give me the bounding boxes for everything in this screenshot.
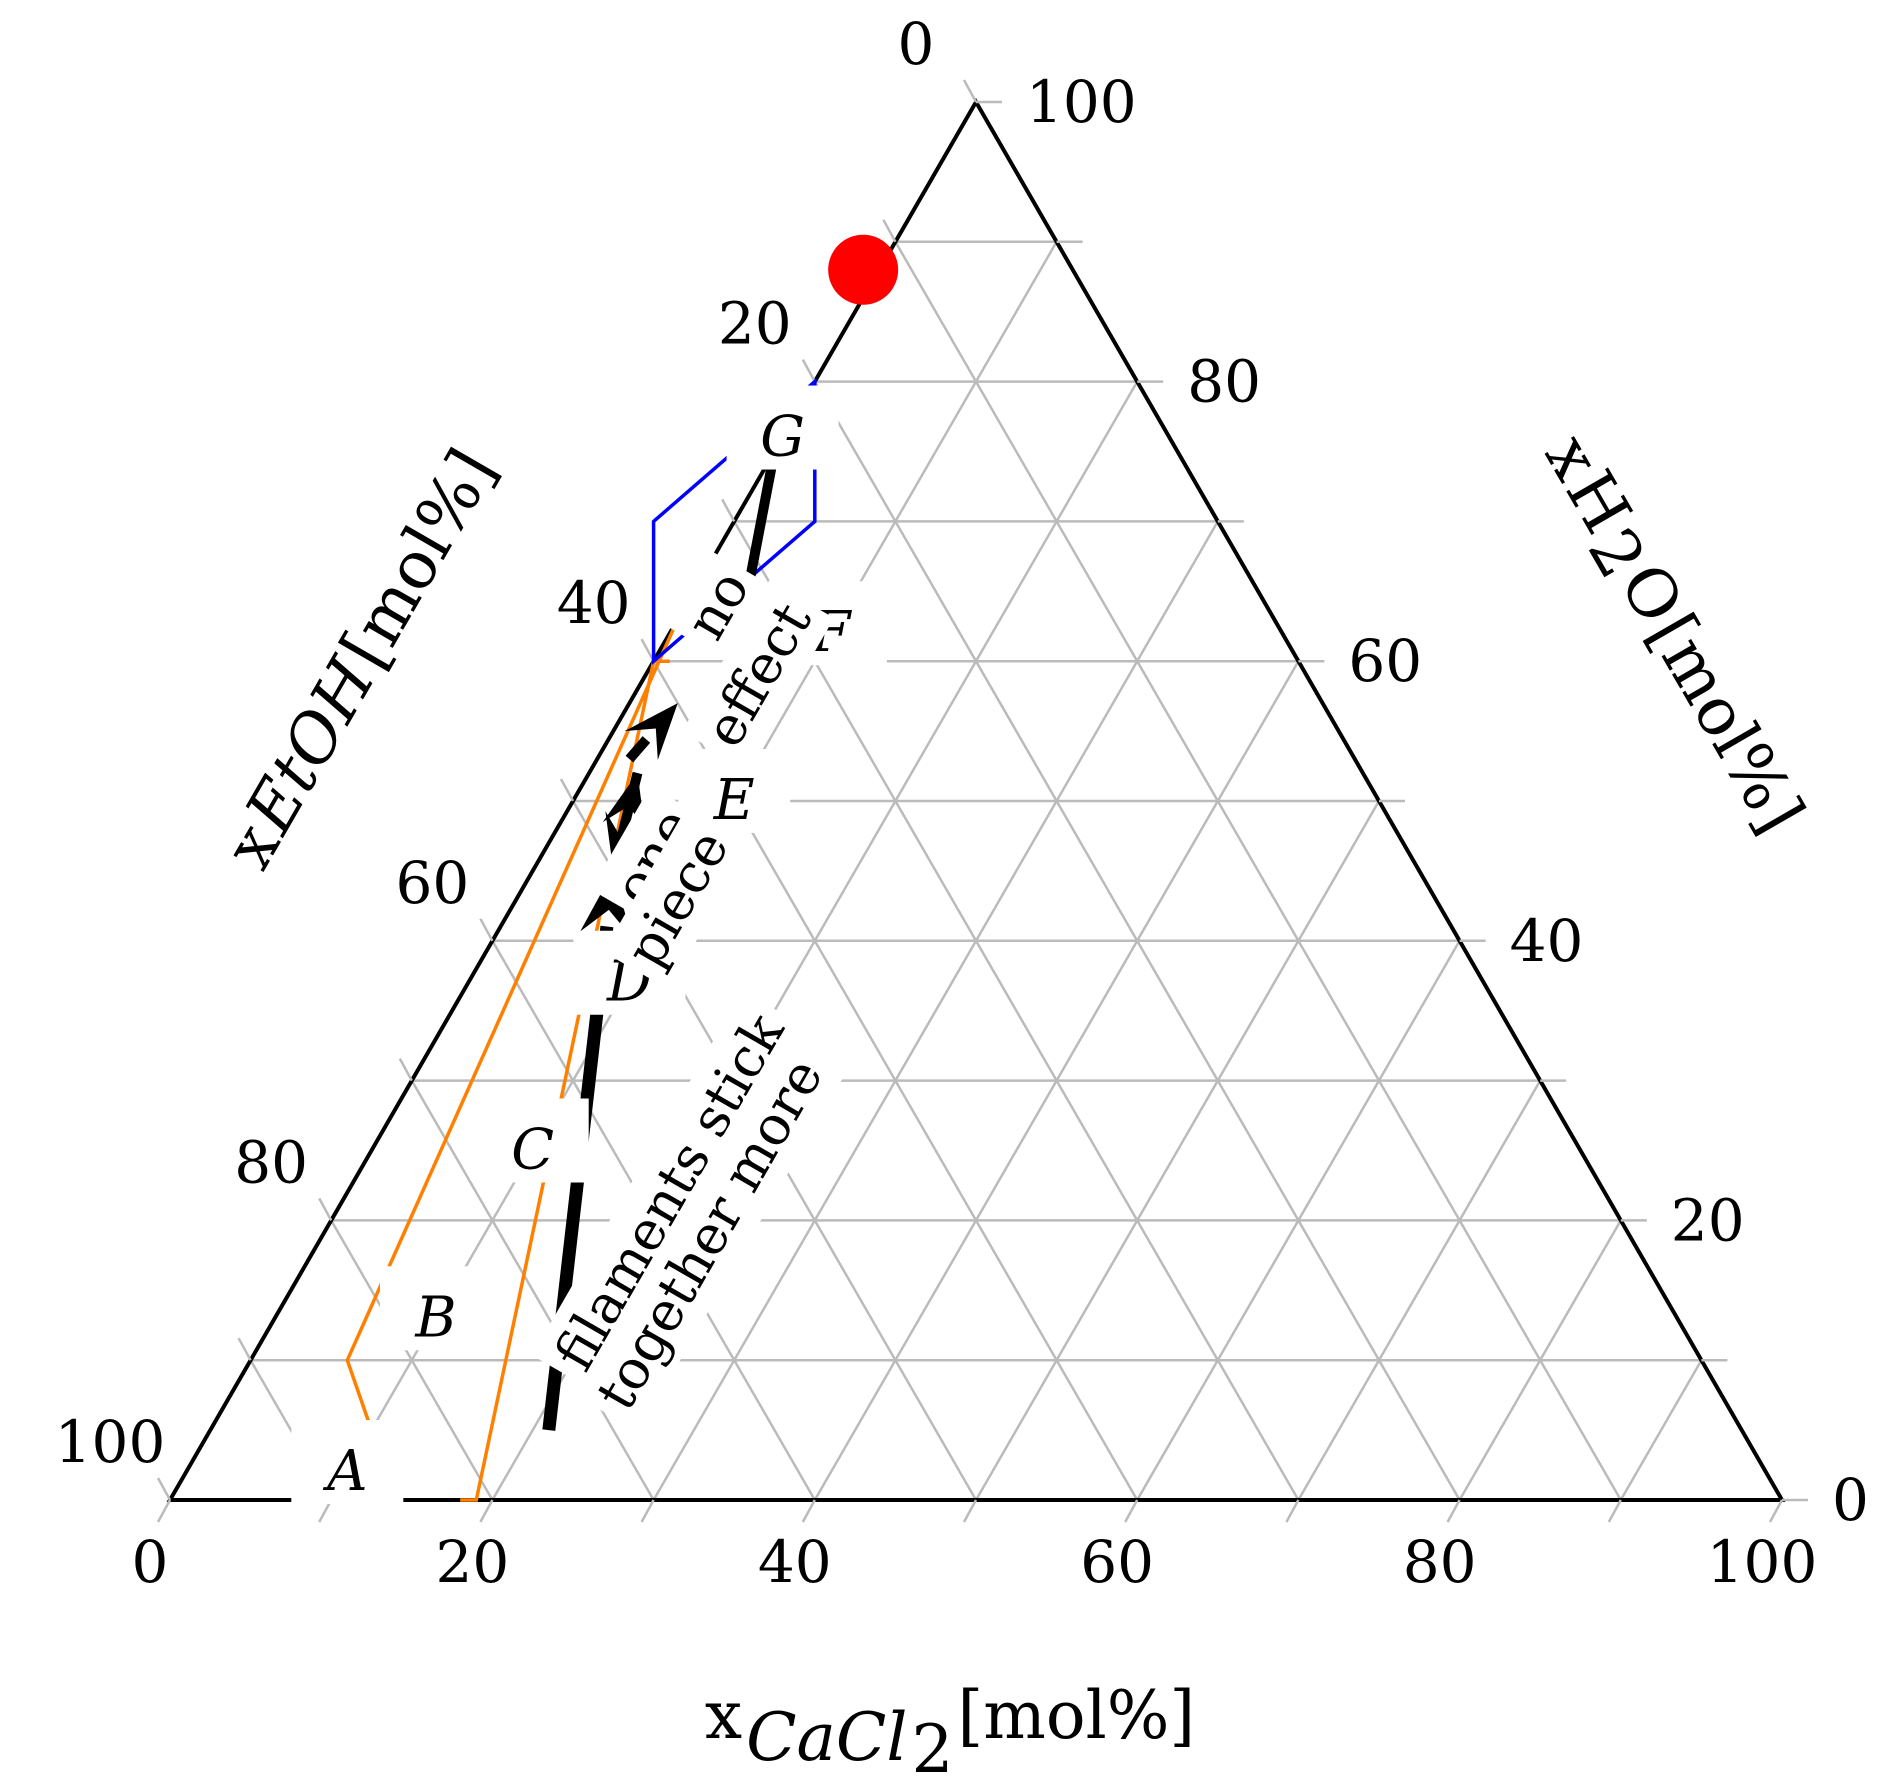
tick-mark-left [721, 498, 736, 522]
arrow-4-shaft [625, 736, 651, 763]
bottom-axis-title: x CaCl 2 [mol%] [705, 1677, 1195, 1777]
grid-line-etoh [733, 520, 1300, 1501]
tick-mark-bottom [1768, 1499, 1784, 1523]
grid-line-etoh [330, 1219, 494, 1501]
region-label-B: B [414, 1285, 456, 1350]
annotation-backdrop [603, 807, 752, 990]
tick-label-left: 40 [557, 569, 631, 637]
tick-mark-left [318, 1197, 333, 1221]
tick-label-left: 100 [55, 1408, 166, 1476]
orange-region-boundary [460, 659, 670, 1502]
tick-mark-bottom [962, 1499, 978, 1523]
tick-mark-left [640, 638, 655, 662]
left-axis-title: x EtOH [mol%] [210, 436, 511, 881]
tick-mark-left [398, 1058, 413, 1082]
tick-mark-bottom [640, 1499, 655, 1523]
region-label-A: A [322, 1439, 367, 1504]
tick-label-bottom: 0 [132, 1528, 169, 1596]
tick-mark-bottom [156, 1499, 172, 1523]
region-label-backdrop [379, 1266, 492, 1351]
annotation-backdrop [573, 1036, 846, 1433]
tick-label-right: 0 [1832, 1466, 1869, 1534]
region-label-C: C [511, 1118, 554, 1183]
tick-mark-left [801, 359, 816, 383]
right-axis-title: x H 2 O [mol%] [1521, 422, 1819, 850]
tick-mark-left [882, 219, 897, 243]
tick-label-bottom: 40 [758, 1528, 832, 1596]
tick-label-right: 40 [1510, 907, 1584, 975]
tick-label-right: 100 [1026, 68, 1137, 136]
tick-mark-left [479, 918, 494, 942]
tick-label-bottom: 20 [435, 1528, 509, 1596]
tick-mark-left [237, 1337, 252, 1361]
annotation-backdrop [531, 990, 808, 1393]
grid-line-etoh [410, 1079, 655, 1501]
arrow-1-head [580, 870, 632, 938]
grid-lines [249, 240, 1703, 1501]
tick-mark-bottom [1446, 1499, 1461, 1523]
grid-line-cacl2 [1297, 1079, 1542, 1501]
region-label-G: G [760, 405, 805, 470]
tick-mark-bottom [1607, 1499, 1622, 1523]
marker-point [828, 234, 899, 305]
region-label-backdrop [291, 1420, 404, 1505]
annotation-backdrop [681, 580, 835, 770]
tick-label-left: 60 [395, 849, 469, 917]
tick-label-left: 20 [718, 290, 792, 358]
grid-line-etoh [894, 241, 1622, 1501]
grid-line-cacl2 [1619, 1359, 1703, 1501]
region-label-backdrop [726, 385, 839, 470]
red-marker [828, 234, 899, 305]
tick-mark-left [962, 79, 978, 103]
grid-line-cacl2 [974, 800, 1381, 1501]
tick-mark-bottom [1124, 1499, 1139, 1523]
annotation-backdrop [663, 548, 772, 662]
tick-mark-bottom [479, 1499, 494, 1523]
tick-label-bottom: 80 [1403, 1528, 1477, 1596]
blue-region-boundary [651, 377, 817, 666]
tick-label-left: 0 [898, 10, 935, 78]
tick-mark-left [559, 778, 575, 802]
arrow-4-head [624, 703, 678, 760]
grid-line-cacl2 [652, 520, 1219, 1501]
tick-label-bottom: 60 [1080, 1528, 1154, 1596]
arrow-3-shaft [619, 771, 643, 826]
tick-label-left: 80 [234, 1128, 308, 1196]
tick-mark-bottom [1285, 1499, 1300, 1523]
region-label-E: E [713, 768, 755, 833]
tick-label-right: 60 [1348, 627, 1422, 695]
region-label-backdrop [476, 1098, 589, 1183]
tick-label-bottom: 100 [1707, 1528, 1818, 1596]
tick-mark-bottom [801, 1499, 816, 1523]
tick-mark-left [156, 1477, 172, 1501]
tick-label-right: 80 [1187, 348, 1261, 416]
axis-ticks: 0 0 0 20 20 20 40 40 40 60 60 60 80 80 80 100 100 100 [55, 10, 1869, 1596]
grid-line-etoh [813, 380, 1461, 1501]
tick-label-right: 20 [1671, 1186, 1745, 1254]
